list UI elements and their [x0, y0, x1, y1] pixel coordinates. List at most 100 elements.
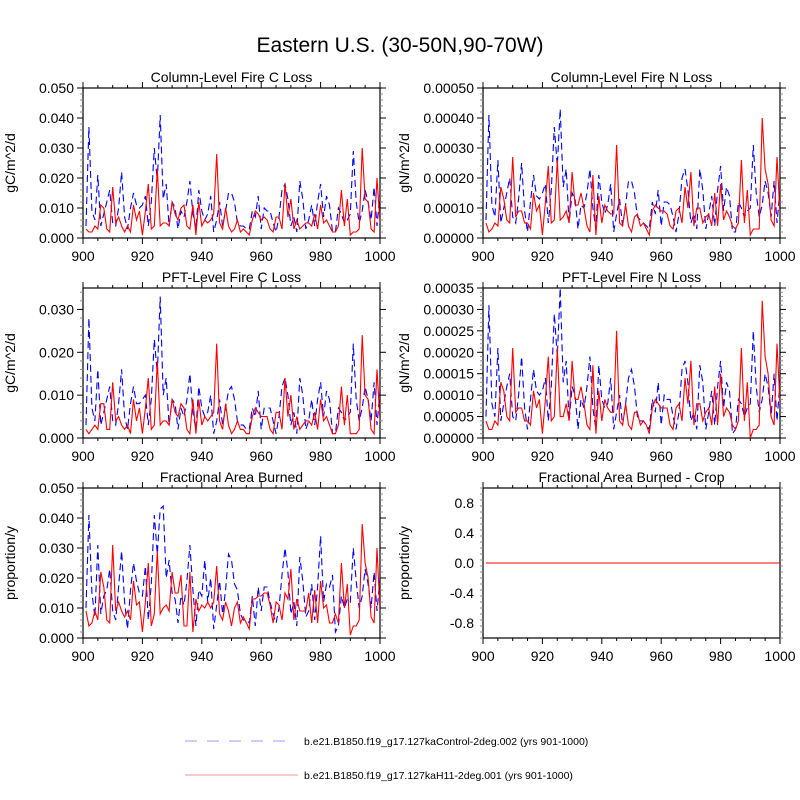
series-line-control — [85, 504, 380, 635]
y-tick-label: 0.030 — [39, 140, 74, 156]
y-tick-label: 0.00010 — [423, 200, 474, 216]
y-tick-label: 0.020 — [39, 170, 74, 186]
y-tick-label: 0.00000 — [423, 230, 474, 246]
y-axis-label: gN/m^2/d — [396, 333, 412, 392]
series-line-h11 — [485, 300, 780, 438]
x-tick-label: 900 — [71, 448, 95, 464]
y-tick-label: 0.4 — [455, 525, 475, 541]
y-tick-label: -0.4 — [450, 585, 474, 601]
x-tick-label: 980 — [709, 448, 733, 464]
y-tick-label: 0.010 — [39, 200, 74, 216]
y-tick-label: 0.00010 — [423, 387, 474, 403]
panel-2: Column-Level Fire N Loss 900 920 940 960 980 1… — [396, 69, 796, 264]
x-tick-label: 980 — [709, 648, 733, 664]
x-tick-label: 980 — [309, 448, 333, 464]
x-tick-label: 1000 — [364, 448, 395, 464]
x-tick-label: 980 — [309, 248, 333, 264]
x-tick-label: 1000 — [364, 248, 395, 264]
y-tick-label: 0.040 — [39, 510, 74, 526]
panel-6: Fractional Area Burned - Crop 900 920 940 96… — [396, 469, 796, 664]
panel-title: Fractional Area Burned - Crop — [539, 469, 725, 485]
x-tick-label: 940 — [190, 648, 214, 664]
x-tick-label: 960 — [250, 648, 274, 664]
series-line-h11 — [485, 117, 780, 238]
y-axis-label: gN/m^2/d — [396, 133, 412, 192]
y-tick-label: 0.00015 — [423, 366, 474, 382]
panel-title: Fractional Area Burned — [160, 469, 303, 485]
legend-label-h11: b.e21.B1850.f19_g17.127kaH11-2deg.001 (y… — [304, 770, 573, 782]
x-tick-label: 940 — [190, 248, 214, 264]
x-tick-label: 900 — [471, 648, 495, 664]
x-tick-label: 920 — [531, 448, 555, 464]
y-tick-label: 0.020 — [39, 344, 74, 360]
panel-3: PFT-Level Fire C Loss 900 920 940 960 980 1000… — [2, 269, 396, 464]
y-tick-label: 0.010 — [39, 600, 74, 616]
series-line-control — [85, 114, 380, 235]
x-tick-label: 920 — [531, 248, 555, 264]
y-tick-label: 0.00035 — [423, 280, 474, 296]
panels: Column-Level Fire C Loss 900 920 940 960 980 1… — [2, 69, 796, 664]
y-axis-label: gC/m^2/d — [2, 333, 18, 392]
series-line-control — [485, 108, 780, 233]
y-axis-label: proportion/y — [396, 526, 412, 600]
y-tick-label: 0.0 — [455, 555, 475, 571]
y-tick-label: 0.00050 — [423, 80, 474, 96]
y-tick-label: 0.00005 — [423, 409, 474, 425]
series-line-control — [85, 296, 380, 435]
x-tick-label: 980 — [709, 248, 733, 264]
y-tick-label: -0.8 — [450, 615, 474, 631]
y-tick-label: 0.000 — [39, 430, 74, 446]
legend-label-control: b.e21.B1850.f19_g17.127kaControl-2deg.00… — [304, 736, 588, 748]
x-tick-label: 940 — [190, 448, 214, 464]
x-tick-label: 960 — [650, 448, 674, 464]
y-tick-label: 0.00020 — [423, 344, 474, 360]
y-tick-label: 0.8 — [455, 495, 475, 511]
x-tick-label: 960 — [650, 248, 674, 264]
x-tick-label: 1000 — [764, 648, 795, 664]
legend: b.e21.B1850.f19_g17.127kaControl-2deg.00… — [185, 736, 588, 782]
series-line-control — [485, 288, 780, 436]
panel-title: PFT-Level Fire N Loss — [562, 269, 701, 285]
y-tick-label: 0.030 — [39, 540, 74, 556]
x-tick-label: 900 — [471, 248, 495, 264]
y-tick-label: 0.050 — [39, 480, 74, 496]
y-tick-label: 0.010 — [39, 387, 74, 403]
x-tick-label: 1000 — [764, 248, 795, 264]
x-tick-label: 940 — [590, 248, 614, 264]
y-tick-label: 0.00030 — [423, 301, 474, 317]
plot-frame — [82, 87, 381, 239]
x-tick-label: 920 — [531, 648, 555, 664]
legend-entry-control: b.e21.B1850.f19_g17.127kaControl-2deg.00… — [185, 736, 588, 748]
y-tick-label: 0.050 — [39, 80, 74, 96]
y-axis-label: gC/m^2/d — [2, 133, 18, 192]
panel-title: PFT-Level Fire C Loss — [162, 269, 301, 285]
x-tick-label: 960 — [250, 248, 274, 264]
x-tick-label: 960 — [650, 648, 674, 664]
x-tick-label: 940 — [590, 448, 614, 464]
y-tick-label: 0.00000 — [423, 430, 474, 446]
series-line-h11 — [85, 147, 380, 237]
plot-frame — [82, 287, 381, 439]
panel-4: PFT-Level Fire N Loss 900 920 940 960 980 1000… — [396, 269, 796, 464]
x-tick-label: 1000 — [764, 448, 795, 464]
x-tick-label: 940 — [590, 648, 614, 664]
y-tick-label: 0.000 — [39, 230, 74, 246]
x-tick-label: 1000 — [364, 648, 395, 664]
x-tick-label: 900 — [71, 248, 95, 264]
panel-title: Column-Level Fire N Loss — [551, 69, 713, 85]
series-line-h11 — [85, 523, 380, 636]
x-tick-label: 960 — [250, 448, 274, 464]
panel-1: Column-Level Fire C Loss 900 920 940 960 980 1… — [2, 69, 396, 264]
panel-5: Fractional Area Burned 900 920 940 960 980 100… — [2, 469, 396, 664]
figure-title: Eastern U.S. (30-50N,90-70W) — [256, 34, 543, 57]
panel-title: Column-Level Fire C Loss — [151, 69, 313, 85]
legend-entry-h11: b.e21.B1850.f19_g17.127kaH11-2deg.001 (y… — [185, 770, 573, 782]
x-tick-label: 900 — [71, 648, 95, 664]
x-tick-label: 920 — [131, 448, 155, 464]
series-line-h11 — [85, 335, 380, 436]
y-tick-label: 0.00030 — [423, 140, 474, 156]
y-tick-label: 0.020 — [39, 570, 74, 586]
y-axis-label: proportion/y — [2, 526, 18, 600]
y-tick-label: 0.00025 — [423, 323, 474, 339]
